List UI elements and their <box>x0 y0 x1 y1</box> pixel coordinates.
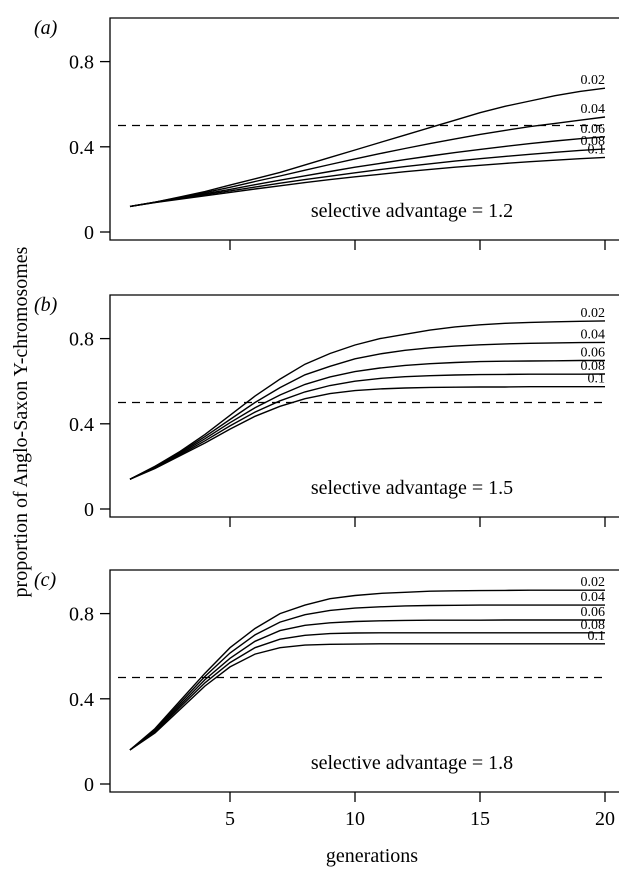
series-line <box>129 604 605 751</box>
series-label: 0.04 <box>581 102 606 117</box>
series-line <box>129 589 605 751</box>
series-label: 0.02 <box>581 306 606 321</box>
panel-label: (b) <box>34 294 58 316</box>
panel-label: (c) <box>34 569 57 591</box>
series-label: 0.06 <box>581 122 606 137</box>
series-label: 0.08 <box>581 618 606 633</box>
series-line <box>129 320 606 480</box>
y-tick-label: 0 <box>84 222 94 244</box>
y-tick-label: 0.8 <box>69 52 94 74</box>
x-tick-label: 15 <box>470 808 490 830</box>
series-line <box>129 148 606 208</box>
selective-advantage-annotation: selective advantage = 1.2 <box>311 200 513 222</box>
series-label: 0.1 <box>588 629 606 644</box>
panel-label: (a) <box>34 17 58 39</box>
series-line <box>129 136 606 208</box>
y-tick-label: 0.4 <box>69 137 94 159</box>
series-label: 0.06 <box>581 346 606 361</box>
series-label: 0.08 <box>581 359 606 374</box>
series-label: 0.1 <box>588 372 606 387</box>
y-tick-label: 0.4 <box>69 414 94 436</box>
selective-advantage-annotation: selective advantage = 1.8 <box>311 752 513 774</box>
series-line <box>129 341 606 480</box>
series-label: 0.06 <box>581 605 606 620</box>
series-line <box>129 116 606 208</box>
selective-advantage-annotation: selective advantage = 1.5 <box>311 477 513 499</box>
panel-b: 0 0.4 0.8 0.02 0.04 0.060.080.1 (b) selective a… <box>34 294 619 527</box>
y-tick-label: 0.8 <box>69 604 94 626</box>
plot-frame <box>109 294 619 518</box>
series-line <box>129 373 606 480</box>
panel-c: 0 0.4 0.8 5 10 15 20 0.020.040.060.080.1 (c) sele… <box>34 569 619 830</box>
series-line <box>129 619 605 751</box>
series-label: 0.04 <box>581 590 606 605</box>
series-line <box>129 87 606 208</box>
x-axis-title: generations <box>326 845 418 867</box>
y-tick-label: 0 <box>84 499 94 521</box>
series-line <box>129 643 605 751</box>
series-line <box>129 386 605 480</box>
x-tick-label: 10 <box>345 808 365 830</box>
series-line <box>129 632 605 751</box>
panel-a: 0 0.4 0.8 0.02 0.04 0.060.080.1 (a) selective a… <box>34 17 619 250</box>
series-label: 0.08 <box>581 134 606 149</box>
y-tick-label: 0.8 <box>69 329 94 351</box>
series-line <box>129 156 606 208</box>
plot-frame <box>109 17 619 241</box>
x-tick-label: 5 <box>225 808 235 830</box>
series-label: 0.02 <box>581 575 606 590</box>
y-tick-label: 0 <box>84 774 94 796</box>
series-label: 0.1 <box>588 142 606 157</box>
plot-frame <box>109 569 619 793</box>
y-axis-title: proportion of Anglo-Saxon Y-chromosomes <box>10 246 32 597</box>
x-tick-label: 20 <box>595 808 615 830</box>
series-label: 0.04 <box>581 327 606 342</box>
series-label: 0.02 <box>581 73 606 88</box>
series-line <box>129 359 605 480</box>
y-tick-label: 0.4 <box>69 689 94 711</box>
